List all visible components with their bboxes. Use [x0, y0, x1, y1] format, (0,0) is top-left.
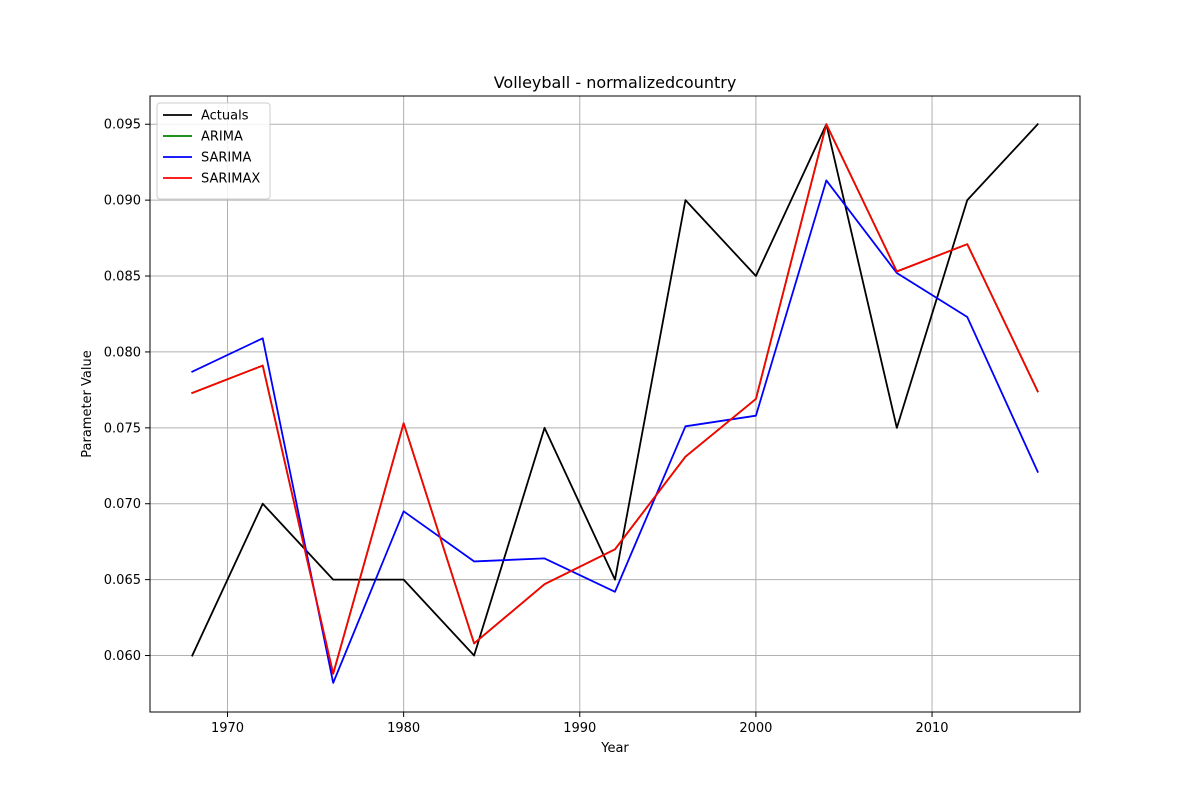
- y-tick-label: 0.070: [104, 497, 141, 512]
- plot-frame: [149, 95, 1081, 713]
- series-line-sarimax: [191, 123, 1039, 675]
- grid-layer: [150, 96, 1080, 712]
- y-tick-label: 0.075: [104, 421, 141, 436]
- x-axis-title: Year: [600, 741, 629, 756]
- y-tick-label: 0.095: [104, 118, 141, 133]
- y-tick-label: 0.065: [104, 573, 141, 588]
- series-line-actuals: [191, 122, 1040, 657]
- y-tick-label: 0.060: [104, 649, 141, 664]
- tick-layer: 1970 1980 1990 2000 2010 0.060 0.065 0.070 0.075…: [104, 118, 949, 736]
- y-tick-label: 0.080: [104, 345, 141, 360]
- legend-label: ARIMA: [201, 130, 243, 145]
- x-tick-label: 2000: [739, 721, 772, 736]
- chart-title: Volleyball - normalizedcountry: [494, 73, 737, 92]
- x-tick-label: 1970: [211, 721, 244, 736]
- series-line-sarima: [191, 179, 1039, 684]
- legend-label: Actuals: [201, 109, 249, 124]
- x-tick-label: 2010: [915, 721, 948, 736]
- legend-box: [156, 102, 271, 200]
- series-layer: [191, 122, 1040, 684]
- y-axis-title: Parameter Value: [80, 350, 95, 457]
- y-tick-label: 0.090: [104, 194, 141, 209]
- x-tick-label: 1980: [387, 721, 420, 736]
- legend: Actuals ARIMA SARIMA SARIMAX: [156, 102, 271, 200]
- legend-label: SARIMA: [201, 151, 251, 166]
- y-tick-label: 0.085: [104, 270, 141, 285]
- x-tick-label: 1990: [563, 721, 596, 736]
- legend-label: SARIMAX: [201, 172, 260, 187]
